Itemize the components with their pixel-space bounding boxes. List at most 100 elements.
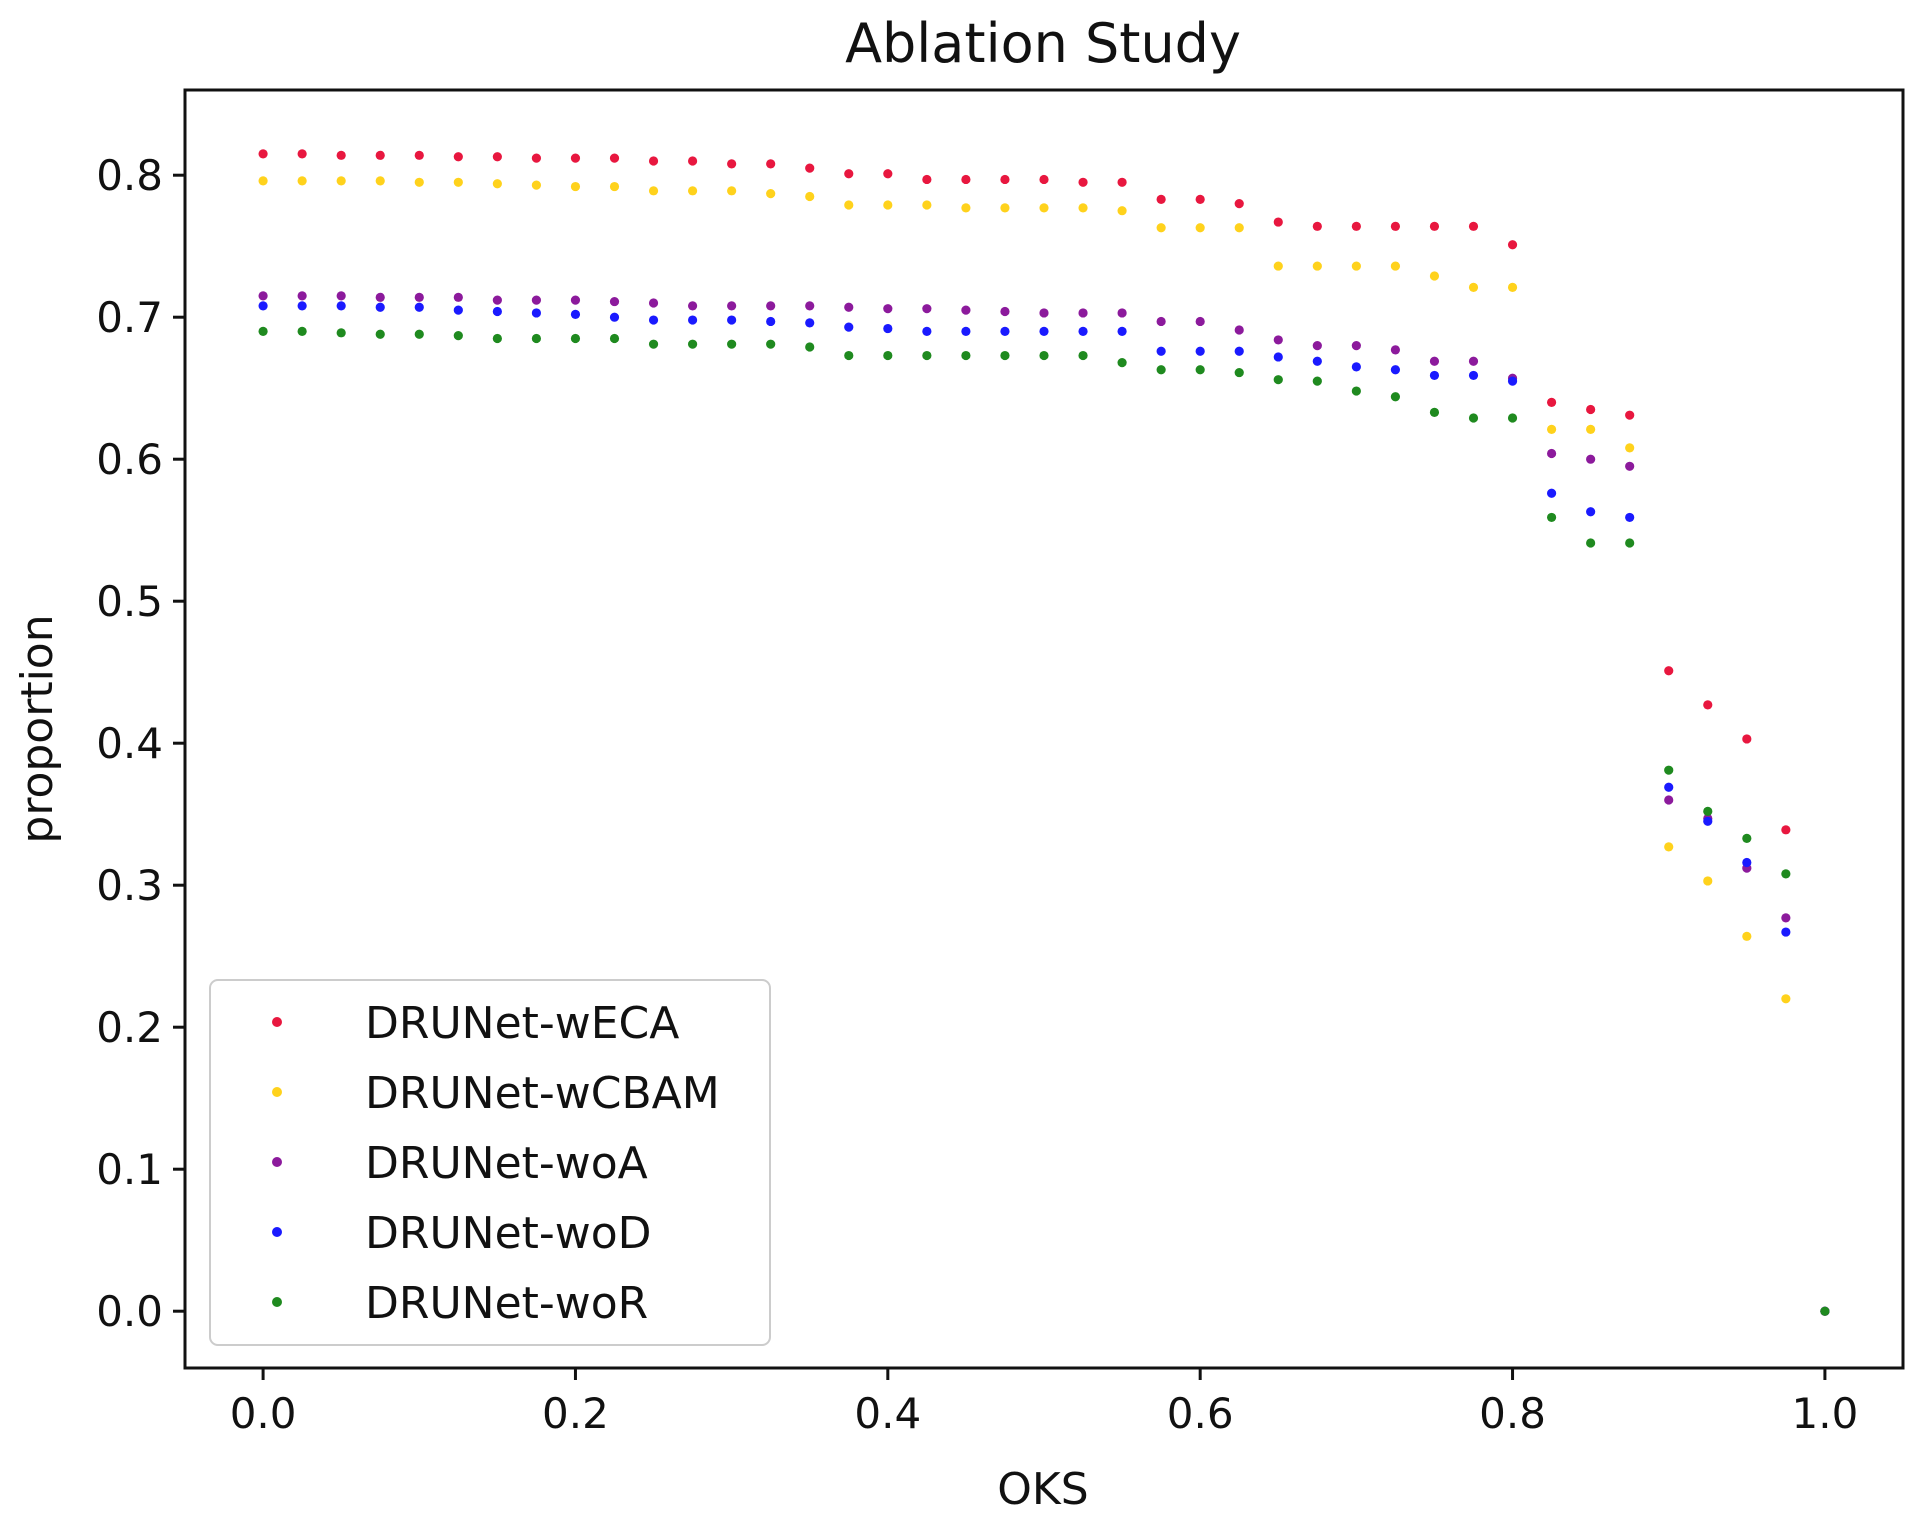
data-point [492, 152, 502, 162]
data-point [1078, 350, 1088, 361]
data-point [570, 295, 581, 305]
data-point [1664, 765, 1674, 775]
data-point [1195, 365, 1205, 375]
data-point [375, 150, 385, 160]
data-point [883, 200, 893, 210]
data-point [1156, 365, 1166, 375]
data-point [961, 203, 971, 213]
data-point [1234, 223, 1244, 233]
data-point [1312, 261, 1322, 271]
data-point [1000, 174, 1010, 185]
data-point [1468, 282, 1479, 292]
data-point [727, 159, 737, 169]
data-point [609, 181, 620, 192]
plot-frame [183, 88, 1905, 1370]
data-point [1039, 308, 1049, 318]
data-point [883, 169, 893, 179]
data-point [727, 339, 737, 349]
data-point [1273, 335, 1283, 345]
data-point [570, 309, 581, 319]
data-point [258, 326, 268, 336]
legend-item: DRUNet-wECA [272, 998, 679, 1049]
data-point [922, 326, 932, 336]
data-point [648, 298, 659, 308]
x-tick-label: 0.4 [854, 1389, 921, 1438]
data-point [1781, 869, 1791, 879]
data-point [570, 333, 581, 344]
data-point [1000, 306, 1010, 317]
data-point [609, 153, 620, 163]
data-point [766, 301, 776, 311]
data-point [492, 306, 502, 317]
x-tick-label: 0.0 [230, 1389, 297, 1438]
data-point [844, 200, 854, 210]
data-point [1390, 365, 1401, 375]
data-point [1664, 795, 1674, 805]
data-point [1234, 325, 1244, 335]
x-tick-label: 1.0 [1792, 1389, 1859, 1438]
data-point [414, 302, 424, 312]
data-point [766, 339, 776, 349]
data-point [844, 169, 854, 179]
data-point [1156, 346, 1166, 356]
legend-marker [272, 1157, 282, 1167]
data-point [414, 150, 424, 160]
data-point [687, 156, 698, 166]
series-drunet-wcbam [258, 176, 1830, 1316]
data-point [1546, 512, 1557, 523]
data-point [1703, 700, 1713, 710]
legend-item: DRUNet-woA [272, 1138, 648, 1189]
data-point [1468, 413, 1479, 423]
data-point [922, 350, 932, 361]
data-point [844, 350, 854, 361]
data-point [687, 339, 698, 349]
data-point [1039, 326, 1049, 336]
data-point [609, 296, 620, 307]
data-point [1429, 370, 1440, 381]
data-point [336, 150, 346, 160]
data-point [687, 301, 698, 311]
data-point [687, 186, 698, 196]
series-drunet-weca [258, 149, 1830, 1316]
legend-marker [272, 1227, 282, 1237]
data-point [648, 156, 659, 166]
data-point [258, 301, 268, 311]
data-point [492, 179, 502, 189]
data-point [844, 322, 854, 332]
legend-label: DRUNet-woD [365, 1208, 652, 1259]
data-point [766, 159, 776, 169]
data-point [1078, 308, 1088, 318]
data-point [805, 342, 815, 352]
data-point [1273, 261, 1283, 271]
data-point [922, 174, 932, 185]
y-tick-label: 0.5 [96, 577, 163, 626]
y-axis: 0.0 0.1 0.2 0.3 0.4 0.5 0.6 0.7 0.8 [96, 151, 185, 1336]
data-point [1586, 404, 1596, 415]
data-point [1234, 346, 1244, 356]
legend-label: DRUNet-wCBAM [365, 1068, 720, 1119]
data-point [1429, 221, 1440, 231]
data-point [1351, 221, 1361, 231]
data-point [375, 176, 385, 186]
data-point [1156, 316, 1166, 327]
legend-label: DRUNet-woR [365, 1278, 648, 1329]
data-point [766, 189, 776, 199]
data-point [1273, 375, 1283, 385]
data-point [1546, 488, 1557, 498]
data-point [1000, 326, 1010, 336]
data-point [1507, 413, 1518, 423]
data-point [1390, 261, 1401, 271]
data-point [1429, 356, 1440, 366]
data-point [1664, 666, 1674, 676]
data-point [1312, 221, 1322, 231]
data-point [336, 176, 346, 186]
data-point [727, 186, 737, 196]
data-point [1742, 857, 1752, 868]
data-point [1039, 174, 1049, 185]
legend-marker [272, 1017, 282, 1027]
data-point [375, 302, 385, 312]
y-tick-label: 0.1 [96, 1145, 163, 1194]
data-point [1078, 326, 1088, 336]
data-point [1468, 356, 1479, 366]
data-point [1039, 350, 1049, 361]
